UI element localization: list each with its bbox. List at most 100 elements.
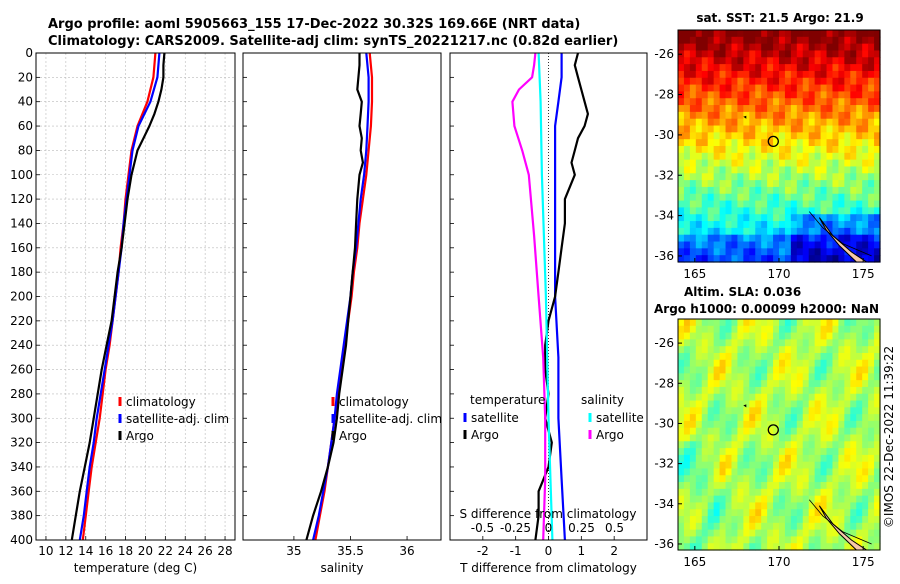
map-cell (695, 64, 703, 72)
map-cell (868, 248, 875, 256)
map-cell (784, 91, 792, 99)
map-cell (868, 373, 875, 381)
map-cell (790, 359, 798, 368)
map-cell (719, 522, 727, 531)
map-cell (820, 373, 828, 381)
map-cell (701, 98, 709, 106)
map-cell (749, 255, 756, 263)
map-cell (761, 475, 768, 483)
map-cell (743, 77, 750, 86)
map-cell (731, 98, 739, 106)
map-cell (790, 166, 798, 174)
map-cell (820, 98, 828, 106)
map-cell (844, 118, 851, 127)
map-cell (790, 255, 798, 263)
map-cell (856, 186, 863, 195)
map-cell (755, 522, 762, 531)
map-cell (832, 200, 840, 209)
map-cell (683, 380, 691, 388)
map-cell (838, 448, 845, 456)
map-cell (713, 352, 721, 361)
map-cell (683, 91, 691, 99)
map-cell (844, 516, 851, 524)
map-cell (707, 366, 715, 374)
map-cell (755, 30, 762, 38)
map-cell (707, 227, 715, 236)
map-cell (695, 111, 703, 120)
map-cell (868, 221, 875, 229)
map-cell (695, 241, 703, 249)
map-cell (737, 420, 744, 429)
map-cell (784, 434, 792, 442)
map-cell (689, 193, 697, 202)
map-cell (796, 319, 804, 327)
map-cell (826, 146, 834, 154)
map-cell (784, 319, 792, 327)
map-cell (820, 43, 828, 52)
map-cell (749, 522, 756, 531)
map-cell (701, 441, 709, 449)
map-cell (737, 111, 744, 120)
legend-label: Argo (471, 428, 499, 442)
map-cell (713, 509, 721, 517)
map-cell (683, 207, 691, 215)
map-cell (796, 488, 804, 497)
map-cell (713, 522, 721, 531)
map-cell (868, 234, 875, 243)
map-cell (755, 200, 762, 209)
map-cell (707, 186, 715, 195)
map-cell (779, 407, 786, 415)
map-cell (725, 166, 733, 174)
map-cell (749, 180, 756, 188)
map-cell (784, 43, 792, 52)
map-cell (737, 448, 744, 456)
map-cell (719, 118, 727, 127)
map-cell (838, 434, 845, 442)
map-cell (850, 77, 857, 86)
map-cell (874, 522, 881, 531)
map-cell (844, 221, 851, 229)
map-cell (713, 241, 721, 249)
map-cell (862, 221, 869, 229)
map-cell (719, 393, 727, 402)
map-cell (790, 529, 798, 538)
map-cell (678, 132, 685, 140)
map-cell (743, 332, 750, 340)
map-cell (737, 30, 744, 38)
map-cell (802, 468, 810, 476)
map-cell (856, 366, 863, 374)
map-cell (862, 407, 869, 415)
map-cell (767, 380, 774, 388)
map-cell (683, 427, 691, 436)
map-cell (767, 166, 774, 174)
x-tick-label: 22 (158, 544, 173, 558)
map-cell (856, 352, 863, 361)
map-cell (862, 43, 869, 52)
map-cell (820, 454, 828, 463)
map-cell (826, 64, 834, 72)
map-cell (695, 159, 703, 168)
map-cell (784, 325, 792, 334)
map-cell (737, 118, 744, 127)
map-cell (838, 193, 845, 202)
map-cell (826, 36, 834, 45)
map-cell (838, 380, 845, 388)
map-cell (749, 159, 756, 168)
map-cell (731, 434, 739, 442)
map-cell (790, 173, 798, 181)
map-cell (820, 255, 828, 263)
map-cell (814, 516, 822, 524)
map-cell (683, 319, 691, 327)
map-cell (808, 380, 816, 388)
map-cell (838, 186, 845, 195)
map-cell (874, 536, 881, 544)
map-cell (761, 43, 768, 52)
map-cell (713, 529, 721, 538)
map-cell (832, 366, 840, 374)
map-cell (761, 529, 768, 538)
map-cell (790, 352, 798, 361)
map-cell (856, 475, 863, 483)
map-cell (838, 159, 845, 168)
map-cell (850, 482, 857, 490)
map-cell (784, 461, 792, 470)
